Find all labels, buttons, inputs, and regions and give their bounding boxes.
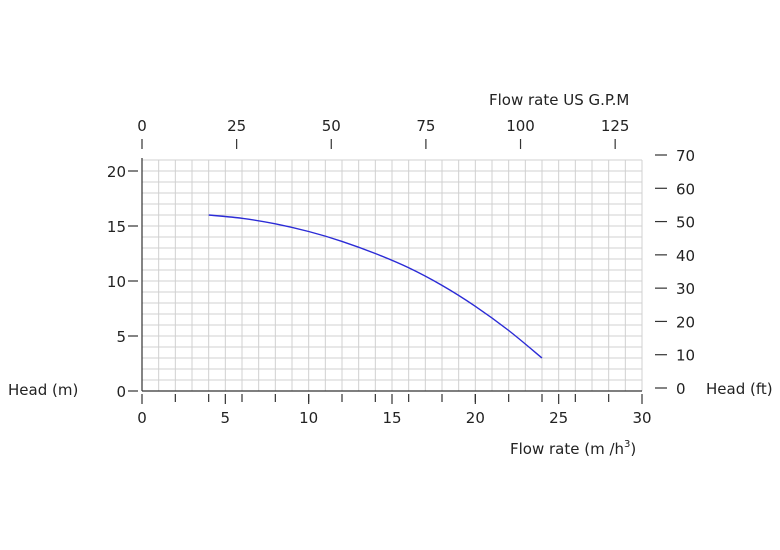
x-bottom-tick-label: 30 bbox=[632, 409, 651, 427]
x-top-tick-label: 100 bbox=[506, 117, 535, 135]
y-axis-right-label: Head (ft) bbox=[706, 380, 773, 398]
y-left-tick-label: 10 bbox=[107, 273, 126, 291]
x-bottom-tick-label: 25 bbox=[549, 409, 568, 427]
grid bbox=[141, 159, 643, 392]
x-axis-bottom-label-superscript: 3 bbox=[624, 439, 630, 450]
y-right-tick-label: 10 bbox=[676, 347, 695, 365]
x-top-tick-label: 0 bbox=[137, 117, 147, 135]
x-top-tick-label: 25 bbox=[227, 117, 246, 135]
x-top-tick-label: 50 bbox=[322, 117, 341, 135]
y-right-tick-label: 20 bbox=[676, 313, 695, 331]
y-right-tick-label: 50 bbox=[676, 214, 695, 232]
x-axis-top-label: Flow rate US G.P.M bbox=[489, 91, 629, 109]
x-bottom-tick-label: 5 bbox=[221, 409, 231, 427]
x-bottom-tick-label: 20 bbox=[466, 409, 485, 427]
series-layer bbox=[208, 214, 543, 359]
x-bottom-tick-label: 15 bbox=[382, 409, 401, 427]
y-left-tick-label: 15 bbox=[107, 218, 126, 236]
x-axis-bottom-label-text: Flow rate (m /h bbox=[510, 440, 624, 458]
y-right-tick-label: 40 bbox=[676, 247, 695, 265]
y-left-tick-label: 0 bbox=[116, 383, 126, 401]
x-top-tick-label: 75 bbox=[416, 117, 435, 135]
axes: 0 5 10 15 20 25 30 0 5 10 15 20 0 10 20 30 40 50 60 70 0 25 50… bbox=[107, 117, 695, 427]
x-axis-bottom-label: Flow rate (m /h3) bbox=[510, 439, 636, 458]
x-axis-bottom-label-close: ) bbox=[630, 440, 636, 458]
x-bottom-tick-label: 10 bbox=[299, 409, 318, 427]
y-right-tick-label: 30 bbox=[676, 280, 695, 298]
y-axis-left-label: Head (m) bbox=[8, 381, 78, 399]
x-bottom-tick-label: 0 bbox=[137, 409, 147, 427]
y-right-tick-label: 70 bbox=[676, 147, 695, 165]
y-left-tick-label: 5 bbox=[116, 328, 126, 346]
y-right-tick-label: 0 bbox=[676, 380, 686, 398]
y-left-tick-label: 20 bbox=[107, 163, 126, 181]
x-top-tick-label: 125 bbox=[601, 117, 630, 135]
axis-labels: Head (m) Head (ft) Flow rate US G.P.M Fl… bbox=[8, 91, 773, 458]
pump-curve-series-line bbox=[208, 214, 543, 359]
y-right-tick-label: 60 bbox=[676, 180, 695, 198]
